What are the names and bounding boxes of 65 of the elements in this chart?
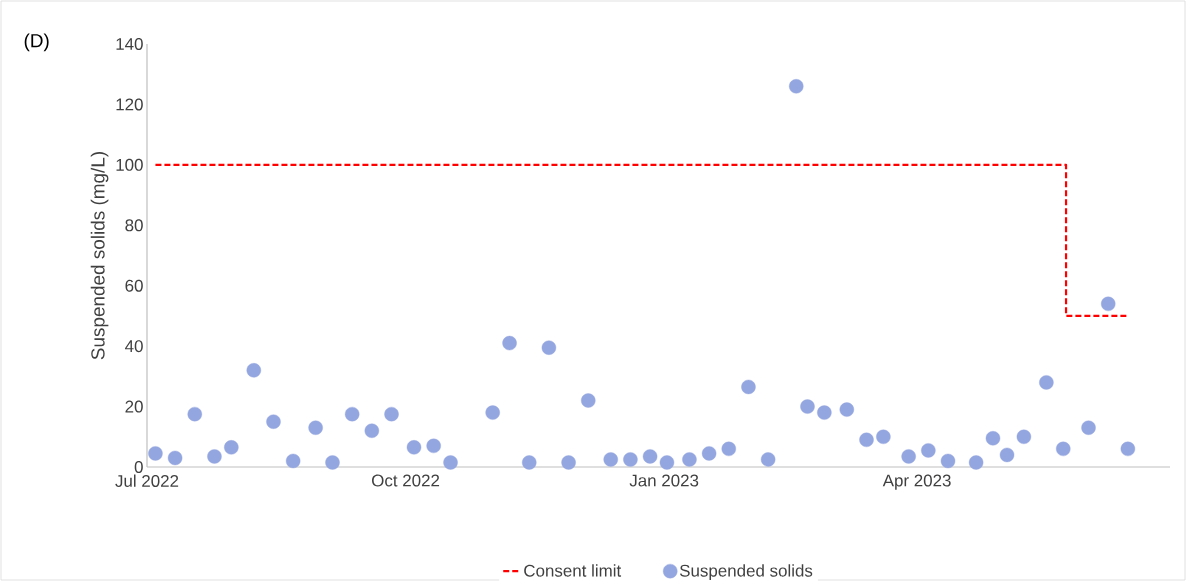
point: [682, 452, 697, 467]
y-tick-label: 40: [125, 340, 143, 353]
point: [266, 414, 281, 429]
point: [985, 431, 1001, 446]
point: [148, 446, 163, 461]
point: [384, 406, 399, 422]
point: [721, 441, 736, 457]
point: [1039, 375, 1054, 390]
point: [426, 438, 441, 454]
point: [1120, 441, 1136, 457]
point: [789, 79, 804, 94]
point: [167, 450, 183, 466]
x-tick-label: Jan 2023: [629, 474, 699, 487]
point: [285, 453, 301, 469]
point: [581, 393, 596, 408]
point: [659, 455, 675, 470]
x-tick-label: Jul 2022: [115, 474, 179, 487]
x-tick-label: Apr 2023: [882, 474, 951, 490]
point: [364, 423, 380, 438]
point: [541, 340, 557, 355]
point: [502, 335, 517, 351]
legend-label: Suspended solids: [679, 564, 813, 581]
x-tick-label: Oct 2022: [372, 474, 440, 487]
y-tick-label: 100: [116, 158, 143, 171]
point: [443, 455, 458, 470]
point: [344, 406, 360, 422]
point: [876, 429, 891, 444]
legend-label: Consent limit: [524, 564, 622, 577]
y-tick-label: 80: [125, 219, 143, 232]
point: [325, 455, 340, 470]
point: [561, 455, 576, 470]
point: [1101, 296, 1116, 312]
point: [741, 379, 756, 395]
y-axis-title: Suspended solids (mg/L): [90, 152, 109, 360]
point: [308, 420, 323, 435]
point: [485, 405, 500, 420]
point: [642, 449, 658, 464]
point: [921, 443, 936, 458]
point: [187, 406, 202, 422]
point: [901, 449, 916, 464]
point: [999, 447, 1015, 463]
point: [1056, 441, 1071, 457]
point: [968, 455, 984, 470]
point: [839, 402, 855, 417]
point: [246, 363, 261, 378]
y-tick-label: 60: [125, 279, 143, 292]
point: [800, 399, 815, 414]
y-tick-label: 120: [116, 98, 143, 111]
y-tick-label: 0: [134, 461, 143, 473]
point: [522, 455, 537, 470]
y-tick-label: 20: [125, 400, 143, 413]
point: [940, 453, 956, 469]
point: [603, 452, 618, 467]
text: (D): [24, 33, 49, 52]
point: [1016, 429, 1032, 444]
point: [701, 446, 717, 461]
point: [224, 440, 239, 455]
point: [406, 440, 422, 455]
point: [207, 449, 222, 464]
point: [1081, 420, 1096, 435]
point: [760, 452, 776, 467]
point: [859, 432, 874, 448]
point: [817, 405, 832, 420]
point: [623, 452, 638, 467]
y-tick-label: 140: [116, 38, 143, 50]
